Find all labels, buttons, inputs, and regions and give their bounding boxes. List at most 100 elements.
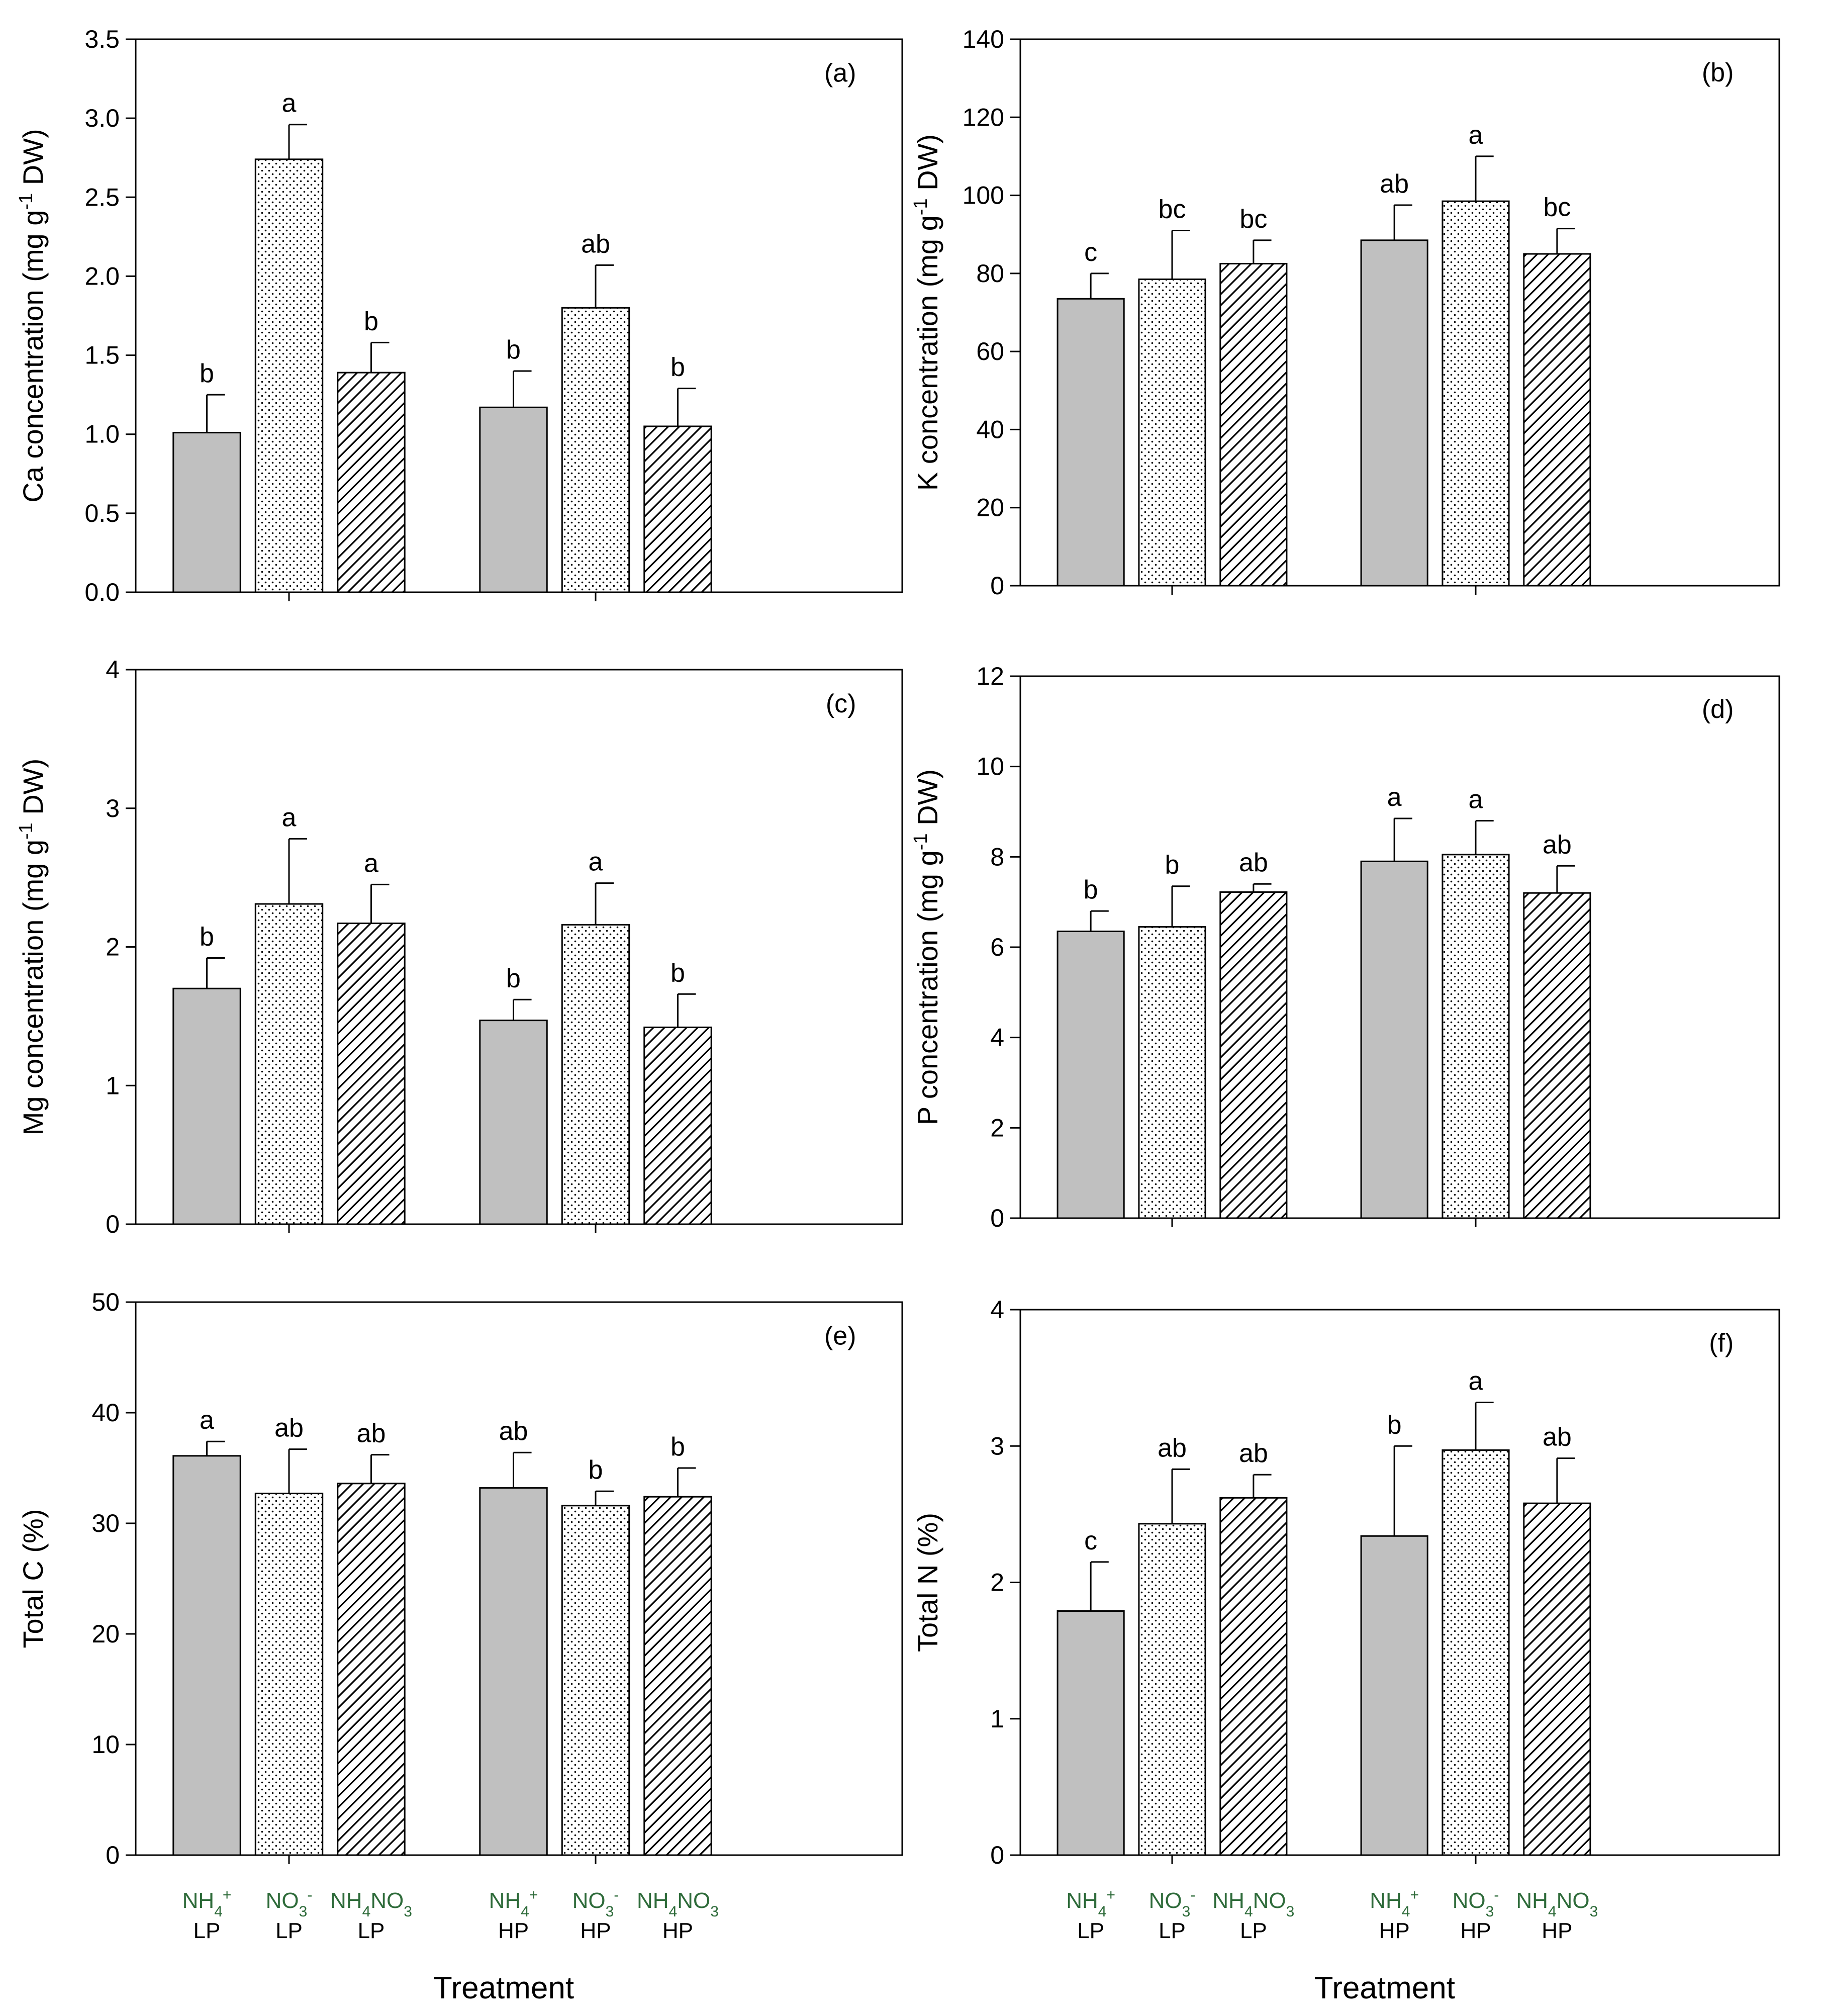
significance-letter: ab — [1239, 848, 1268, 877]
y-tick-label: 1 — [106, 1071, 120, 1099]
y-tick-label: 4 — [106, 656, 120, 684]
significance-letter: b — [506, 964, 521, 993]
significance-letter: ab — [499, 1417, 528, 1446]
treatment-label: NH4NO3 — [1516, 1888, 1598, 1920]
y-tick-label: 8 — [990, 843, 1004, 871]
bar-ammonium-nitrate-lp — [338, 1484, 405, 1855]
significance-letter: b — [589, 1455, 603, 1485]
y-tick-label: 40 — [976, 415, 1004, 443]
significance-letter: b — [506, 335, 521, 364]
significance-letter: b — [670, 353, 685, 382]
x-axis-title: Treatment — [1314, 1971, 1455, 2005]
y-axis-label: Mg concentration (mg g-1 DW) — [16, 759, 49, 1136]
bar-ammonium-hp — [1361, 861, 1427, 1218]
y-tick-label: 3 — [106, 794, 120, 822]
y-tick-label: 20 — [976, 494, 1004, 522]
bar-ammonium-nitrate-lp — [1220, 892, 1287, 1218]
significance-letter: a — [1469, 785, 1483, 814]
treatment-level-label: HP — [498, 1918, 529, 1943]
bar-ammonium-lp — [173, 988, 240, 1224]
treatment-label: NO3- — [1149, 1887, 1196, 1920]
y-tick-label: 20 — [91, 1620, 120, 1648]
treatment-label: NO3- — [1453, 1887, 1499, 1920]
panel-d-label: (d) — [1702, 695, 1734, 724]
bar-nitrate-lp — [1139, 1524, 1205, 1855]
y-tick-label: 1.0 — [84, 420, 120, 448]
significance-letter: a — [1387, 783, 1402, 812]
y-tick-label: 140 — [963, 25, 1004, 53]
significance-letter: bc — [1239, 205, 1267, 234]
significance-letter: b — [670, 958, 685, 987]
y-tick-label: 2.0 — [84, 262, 120, 290]
bar-ammonium-nitrate-hp — [644, 1497, 711, 1855]
significance-letter: ab — [1239, 1439, 1268, 1468]
treatment-level-label: HP — [662, 1918, 693, 1943]
treatment-label: NO3- — [572, 1887, 619, 1920]
y-tick-label: 120 — [963, 103, 1004, 131]
significance-letter: ab — [1158, 1433, 1187, 1462]
significance-letter: a — [589, 848, 603, 877]
bar-ammonium-nitrate-hp — [1524, 254, 1590, 586]
y-tick-label: 30 — [91, 1509, 120, 1537]
bar-ammonium-nitrate-hp — [1524, 1503, 1590, 1855]
figure: 0.00.51.01.52.02.53.03.5bbaabbb(a)Ca con… — [0, 0, 1822, 2016]
bar-nitrate-lp — [255, 904, 322, 1224]
y-tick-label: 1.5 — [84, 341, 120, 370]
treatment-level-label: LP — [1077, 1918, 1104, 1943]
y-tick-label: 2 — [106, 933, 120, 961]
bar-ammonium-nitrate-lp — [338, 924, 405, 1224]
treatment-level-label: LP — [1240, 1918, 1267, 1943]
y-tick-label: 60 — [976, 337, 1004, 365]
bar-ammonium-lp — [173, 433, 240, 592]
significance-letter: b — [1165, 851, 1180, 880]
treatment-level-label: LP — [194, 1918, 221, 1943]
significance-letter: b — [200, 923, 214, 952]
treatment-level-label: LP — [1159, 1918, 1186, 1943]
treatment-label: NH4+ — [182, 1887, 232, 1920]
y-tick-label: 0 — [990, 572, 1004, 600]
y-axis-label: Total N (%) — [912, 1513, 943, 1652]
significance-letter: a — [1469, 1366, 1483, 1396]
significance-letter: ab — [1543, 830, 1572, 859]
treatment-label: NH4NO3 — [637, 1888, 719, 1920]
significance-letter: b — [1387, 1410, 1402, 1439]
significance-letter: ab — [357, 1419, 386, 1448]
x-axis-title: Treatment — [433, 1971, 574, 2005]
y-axis-label: P concentration (mg g-1 DW) — [910, 769, 943, 1125]
bar-nitrate-hp — [562, 925, 629, 1224]
bar-ammonium-nitrate-hp — [1524, 893, 1590, 1218]
treatment-level-label: LP — [275, 1918, 303, 1943]
y-tick-label: 4 — [990, 1296, 1004, 1324]
bar-ammonium-lp — [173, 1456, 240, 1855]
panel-a: 0.0 0.5 1.0 1.5 2.0 2.5 3.0 3.5 b b a ab b b (a) Ca con… — [16, 25, 902, 606]
bar-ammonium-nitrate-lp — [338, 373, 405, 592]
treatment-label: NO3- — [266, 1887, 313, 1920]
y-tick-label: 3.0 — [84, 104, 120, 132]
treatment-label: NH4+ — [1370, 1887, 1419, 1920]
significance-letter: bc — [1159, 195, 1186, 224]
panel-c: 0 1 2 3 4 b b a a a b (c) Mg concentration (mg g-1 D… — [16, 656, 902, 1238]
significance-letter: ab — [274, 1414, 304, 1443]
bar-ammonium-hp — [1361, 240, 1427, 586]
panel-c-label: (c) — [826, 689, 856, 718]
y-tick-label: 40 — [91, 1399, 120, 1427]
panel-a-label: (a) — [824, 59, 856, 88]
bar-ammonium-nitrate-lp — [1220, 1498, 1287, 1855]
y-tick-label: 4 — [990, 1024, 1004, 1052]
y-tick-label: 6 — [990, 933, 1004, 961]
treatment-level-label: LP — [358, 1918, 385, 1943]
y-tick-label: 10 — [91, 1730, 120, 1759]
bar-nitrate-hp — [562, 308, 629, 592]
bar-nitrate-lp — [1139, 280, 1205, 586]
bar-ammonium-hp — [480, 407, 547, 592]
y-tick-label: 0.5 — [84, 499, 120, 527]
significance-letter: ab — [1543, 1423, 1572, 1452]
treatment-level-label: HP — [580, 1918, 611, 1943]
panel-e-label: (e) — [824, 1322, 856, 1351]
significance-letter: ab — [581, 229, 610, 258]
treatment-label: NH4+ — [1066, 1887, 1115, 1920]
y-tick-label: 100 — [963, 181, 1004, 210]
significance-letter: a — [282, 803, 297, 832]
